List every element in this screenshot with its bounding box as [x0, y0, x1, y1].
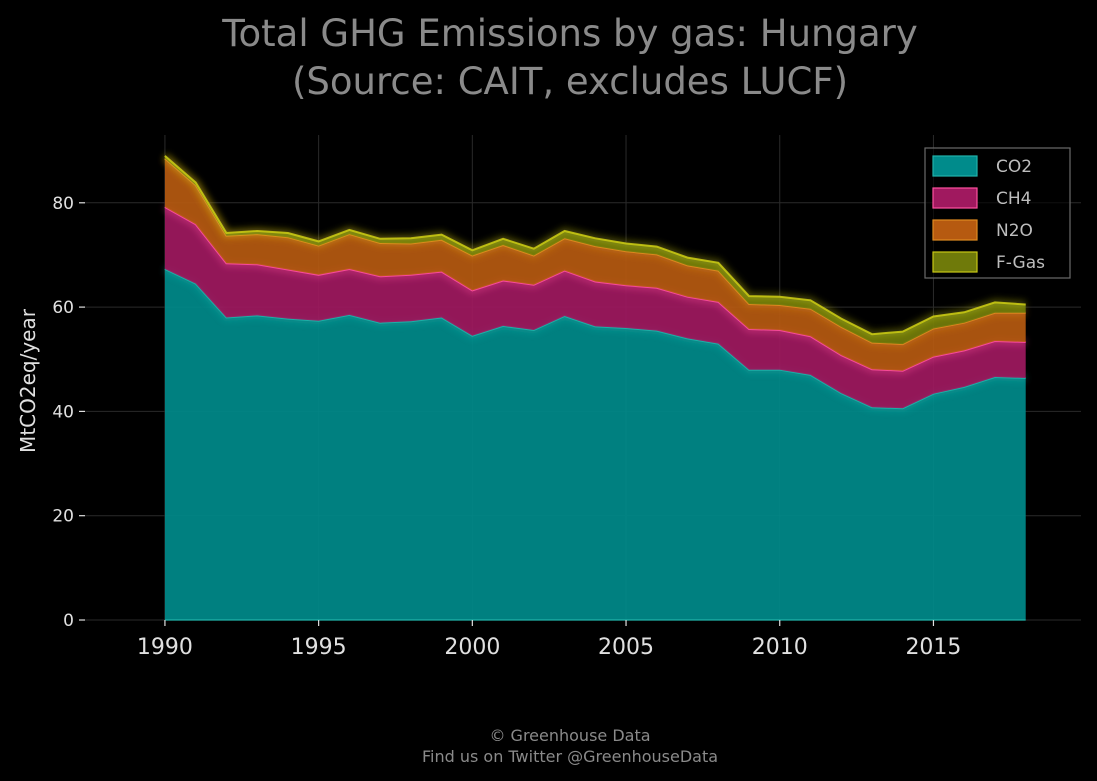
series-f-gas	[162, 153, 1026, 345]
y-axis-label: MtCO2eq/year	[16, 308, 40, 453]
x-tick-label: 2010	[752, 635, 808, 660]
area-ch4	[164, 207, 1026, 409]
x-tick-label: 1990	[137, 635, 193, 660]
y-tick-label: 60	[52, 298, 74, 318]
x-tick-label: 2015	[905, 635, 961, 660]
axes: 0 20 40 60 80 1990 1995 2000 2005 2010 2015	[52, 194, 961, 660]
chart-title: Total GHG Emissions by gas: Hungary	[221, 12, 918, 55]
legend-swatch-f-gas	[932, 251, 978, 273]
legend-label: F-Gas	[996, 253, 1045, 273]
y-tick-label: 0	[63, 611, 74, 631]
stacked-areas	[162, 153, 1026, 621]
chart-subtitle: (Source: CAIT, excludes LUCF)	[292, 60, 848, 103]
legend-label: CH4	[996, 189, 1031, 209]
area-f-gas	[164, 155, 1026, 345]
footer-twitter: Find us on Twitter @GreenhouseData	[422, 747, 718, 766]
area-co2	[164, 269, 1026, 620]
legend-swatch-n2o	[932, 219, 978, 241]
area-n2o	[164, 158, 1026, 371]
line-f-gas	[164, 155, 1026, 336]
legend-swatch-co2	[932, 155, 978, 177]
legend-label: CO2	[996, 157, 1032, 177]
legend-swatch-ch4	[932, 187, 978, 209]
y-tick-label: 40	[52, 402, 74, 422]
x-tick-label: 2005	[598, 635, 654, 660]
legend: CO2 CH4 N2O F-Gas	[924, 147, 1071, 279]
x-tick-label: 2000	[444, 635, 500, 660]
footer-copyright: © Greenhouse Data	[489, 726, 650, 745]
y-tick-label: 80	[52, 194, 74, 214]
y-tick-label: 20	[52, 507, 74, 527]
legend-label: N2O	[996, 221, 1033, 241]
x-tick-label: 1995	[291, 635, 347, 660]
